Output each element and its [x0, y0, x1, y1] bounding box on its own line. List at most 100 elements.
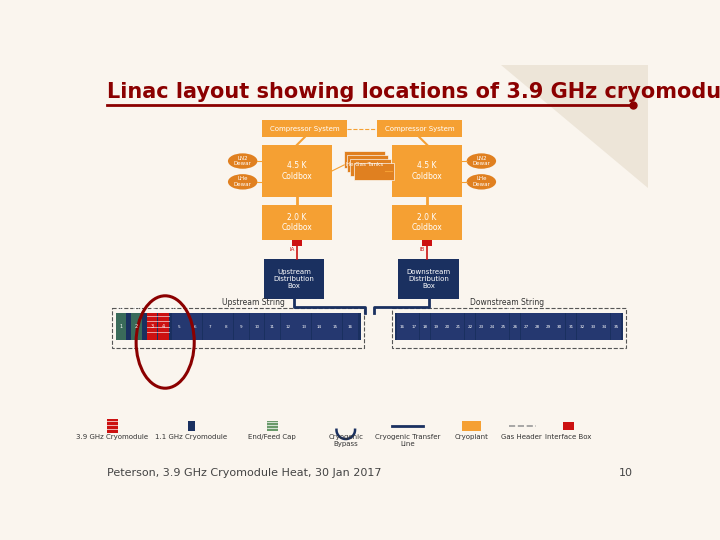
Bar: [392, 205, 462, 240]
Bar: [566, 313, 577, 340]
Text: 15: 15: [332, 325, 338, 329]
Bar: [262, 120, 347, 137]
Bar: [521, 313, 531, 340]
Text: 23: 23: [479, 325, 484, 329]
Text: LHe
Dewar: LHe Dewar: [234, 177, 251, 187]
Text: C1: C1: [168, 306, 176, 311]
Bar: [264, 259, 324, 299]
Text: End/Feed Cap: End/Feed Cap: [248, 434, 296, 441]
Text: L2: L2: [250, 306, 256, 311]
Bar: [112, 308, 364, 348]
Ellipse shape: [467, 153, 496, 168]
Text: 17: 17: [411, 325, 416, 329]
Bar: [262, 205, 332, 240]
Bar: [392, 308, 626, 348]
Text: He Gas Tanks: He Gas Tanks: [346, 163, 383, 167]
Bar: [476, 313, 487, 340]
Text: 8: 8: [225, 325, 228, 329]
Text: L1: L1: [150, 306, 157, 311]
Bar: [354, 163, 394, 179]
Bar: [442, 313, 453, 340]
Bar: [147, 313, 158, 340]
Text: 29: 29: [546, 325, 552, 329]
Text: Downstream String: Downstream String: [469, 298, 544, 307]
Text: 12: 12: [286, 325, 291, 329]
Bar: [344, 151, 384, 168]
Bar: [543, 313, 554, 340]
Text: L3: L3: [506, 306, 513, 311]
Text: 14: 14: [317, 325, 322, 329]
Text: 2: 2: [135, 324, 138, 329]
Bar: [600, 313, 610, 340]
Text: 21: 21: [456, 325, 462, 329]
Text: Peterson, 3.9 GHz Cryomodule Heat, 30 Jan 2017: Peterson, 3.9 GHz Cryomodule Heat, 30 Ja…: [107, 468, 382, 478]
Text: 3.9 GHz Cryomodule: 3.9 GHz Cryomodule: [76, 434, 148, 441]
Bar: [116, 313, 127, 340]
Bar: [498, 313, 509, 340]
Bar: [266, 421, 277, 431]
Text: Upstream String: Upstream String: [222, 298, 284, 307]
Bar: [343, 313, 358, 340]
Text: 33: 33: [591, 325, 596, 329]
Text: 20: 20: [445, 325, 450, 329]
Bar: [395, 313, 624, 340]
Text: Linac layout showing locations of 3.9 GHz cryomodules: Linac layout showing locations of 3.9 GH…: [107, 82, 720, 102]
Text: 26: 26: [512, 325, 518, 329]
Text: Upstream
Distribution
Box: Upstream Distribution Box: [274, 269, 314, 289]
Text: 9: 9: [240, 325, 243, 329]
Text: 34: 34: [602, 325, 608, 329]
Text: 10: 10: [618, 468, 632, 478]
Text: 1.1 GHz Cryomodule: 1.1 GHz Cryomodule: [156, 434, 228, 441]
Text: 22: 22: [467, 325, 472, 329]
Text: LN2
Dewar: LN2 Dewar: [234, 156, 251, 166]
Text: 11: 11: [270, 325, 275, 329]
Bar: [107, 419, 118, 433]
Bar: [281, 313, 295, 340]
Bar: [464, 313, 475, 340]
Bar: [563, 422, 574, 430]
Bar: [423, 240, 432, 246]
Text: LH: LH: [133, 306, 140, 311]
Text: 2.0 K
Coldbox: 2.0 K Coldbox: [412, 213, 443, 232]
Bar: [262, 145, 332, 197]
Text: 27: 27: [523, 325, 528, 329]
Bar: [398, 259, 459, 299]
Text: 28: 28: [535, 325, 540, 329]
Bar: [328, 313, 342, 340]
Bar: [203, 313, 217, 340]
Text: 35: 35: [613, 325, 618, 329]
Bar: [234, 313, 249, 340]
Bar: [158, 313, 169, 340]
Bar: [116, 313, 361, 340]
Bar: [397, 313, 408, 340]
Bar: [577, 313, 588, 340]
Bar: [265, 313, 280, 340]
Text: 3: 3: [150, 324, 153, 329]
Text: 7: 7: [209, 325, 212, 329]
Text: 2.0 K
Coldbox: 2.0 K Coldbox: [282, 213, 312, 232]
Bar: [312, 313, 327, 340]
Text: 13: 13: [301, 325, 306, 329]
Bar: [377, 120, 462, 137]
Bar: [510, 313, 521, 340]
Bar: [187, 313, 202, 340]
Ellipse shape: [228, 174, 258, 190]
Text: 31: 31: [569, 325, 574, 329]
Text: 25: 25: [501, 325, 506, 329]
Text: 18: 18: [423, 325, 428, 329]
Bar: [351, 159, 391, 176]
Bar: [588, 313, 599, 340]
Text: 1: 1: [120, 324, 122, 329]
Bar: [188, 421, 195, 431]
Bar: [408, 313, 419, 340]
Text: LHe
Dewar: LHe Dewar: [472, 177, 490, 187]
Bar: [532, 313, 543, 340]
Bar: [292, 240, 302, 246]
Bar: [420, 313, 431, 340]
Text: 6: 6: [194, 325, 196, 329]
Text: Downstream
Distribution
Box: Downstream Distribution Box: [407, 269, 451, 289]
Text: Gas Header: Gas Header: [501, 434, 542, 441]
Text: 24: 24: [490, 325, 495, 329]
Text: Compressor System: Compressor System: [270, 126, 340, 132]
Bar: [296, 313, 311, 340]
